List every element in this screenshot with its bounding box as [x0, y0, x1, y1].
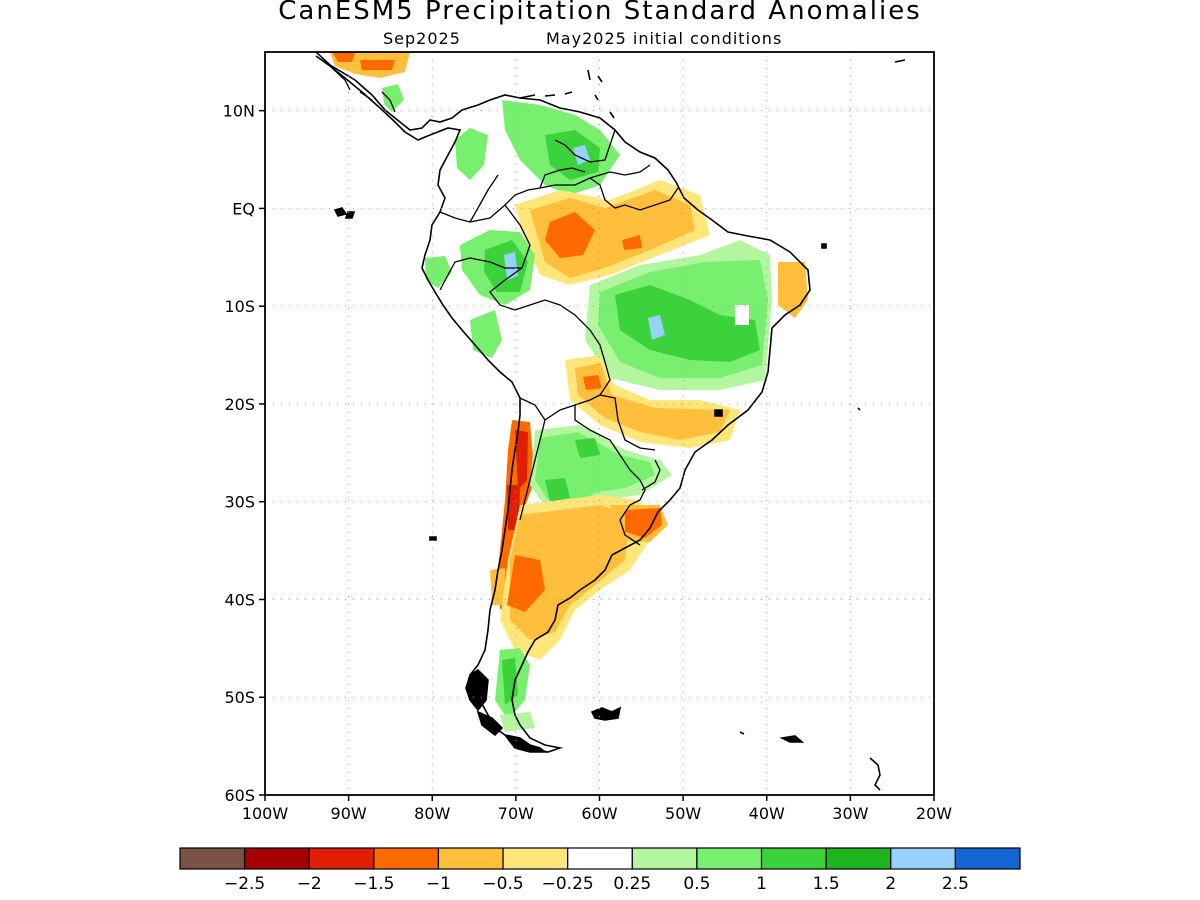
lon-label: 90W	[331, 804, 367, 823]
colorbar-swatch	[954, 847, 1021, 870]
colorbar-label: 1.5	[813, 874, 840, 894]
colorbar-label: −0.5	[482, 874, 523, 894]
colorbar-swatch	[825, 847, 892, 870]
lat-label: 10S	[224, 297, 255, 316]
lat-label: EQ	[232, 199, 255, 218]
colorbar: −2.5 −2 −1.5 −1 −0.5 −0.25 0.25 0.5 1 1.5 2 2.5	[179, 847, 1021, 894]
anomaly-bolivia-dry-strong	[583, 375, 602, 390]
colorbar-swatch	[179, 847, 246, 870]
anomaly-brazil-max	[648, 315, 665, 340]
lat-label: 60S	[224, 786, 255, 805]
lat-label: 20S	[224, 395, 255, 414]
missing-data-box	[735, 305, 749, 325]
lon-label: 50W	[665, 804, 701, 823]
galapagos-islands	[333, 207, 356, 219]
colorbar-label: 0.5	[683, 874, 710, 894]
anomaly-brazil-wet-strong	[615, 285, 760, 362]
anomaly-tierra-wet	[500, 712, 535, 732]
lat-label: 40S	[224, 590, 255, 609]
colorbar-swatch	[373, 847, 440, 870]
anomaly-chile-dry-strong	[507, 430, 528, 530]
colorbar-swatch	[631, 847, 698, 870]
lon-label: 20W	[916, 804, 952, 823]
colorbar-label: −2	[297, 874, 322, 894]
colorbar-swatch	[567, 847, 633, 870]
longitude-axis: 100W 90W 80W 70W 60W 50W 40W 30W 20W	[242, 795, 952, 823]
anomaly-ecuador-wet	[425, 256, 452, 288]
colorbar-label: 1	[756, 874, 767, 894]
east-brazil-islands	[429, 243, 827, 541]
colorbar-label: 2.5	[942, 874, 969, 894]
colorbar-label: 2	[885, 874, 896, 894]
lon-label: 40W	[749, 804, 785, 823]
lon-label: 70W	[498, 804, 534, 823]
anomaly-argentina-wet-strong	[545, 438, 600, 502]
colorbar-swatch	[308, 847, 375, 870]
lon-label: 30W	[832, 804, 868, 823]
south-america-coastline	[315, 52, 811, 753]
colorbar-swatch	[696, 847, 763, 870]
anomaly-uruguay-dry-strong	[625, 508, 662, 538]
colorbar-label: 0.25	[613, 874, 651, 894]
colorbar-label: −1.5	[353, 874, 394, 894]
lat-label: 50S	[224, 688, 255, 707]
colorbar-label: −1	[426, 874, 451, 894]
anomaly-argentina-dry-strong	[507, 555, 545, 612]
colorbar-swatch	[244, 847, 310, 870]
anomaly-north-wet	[455, 128, 488, 180]
colorbar-swatch	[502, 847, 569, 870]
lon-label: 60W	[581, 804, 617, 823]
anomaly-central-america-wet	[382, 84, 404, 112]
colorbar-swatch	[890, 847, 956, 870]
colorbar-swatch	[760, 847, 827, 870]
anomaly-fields	[330, 52, 808, 732]
map-title: CanESM5 Precipitation Standard Anomalies	[278, 0, 922, 26]
colorbar-label: −0.25	[542, 874, 594, 894]
country-borders	[329, 65, 679, 546]
anomaly-patagonia-wet-strong	[502, 658, 518, 705]
southern-islands	[739, 407, 881, 791]
anomaly-peru-wet	[470, 310, 502, 358]
lon-label: 100W	[242, 804, 289, 823]
caribbean-islands	[519, 59, 906, 119]
anomaly-argentina-dry-mid	[510, 505, 630, 640]
initial-conditions: May2025 initial conditions	[546, 29, 783, 48]
colorbar-label: −2.5	[224, 874, 265, 894]
falkland-islands	[590, 706, 622, 721]
lat-label: 30S	[224, 493, 255, 512]
anomaly-amazon-dry-strong	[545, 212, 642, 258]
chile-fjords	[465, 668, 548, 753]
anomaly-central-america-strong	[332, 52, 395, 70]
latitude-axis: 10N EQ 10S 20S 30S 40S 50S 60S	[223, 102, 265, 805]
colorbar-swatch	[437, 847, 504, 870]
south-georgia	[779, 735, 805, 743]
lon-label: 80W	[414, 804, 450, 823]
coastlines	[315, 52, 906, 791]
anomaly-bolivia-dry-mid	[575, 363, 730, 440]
forecast-month: Sep2025	[383, 29, 461, 48]
lat-label: 10N	[223, 102, 255, 121]
